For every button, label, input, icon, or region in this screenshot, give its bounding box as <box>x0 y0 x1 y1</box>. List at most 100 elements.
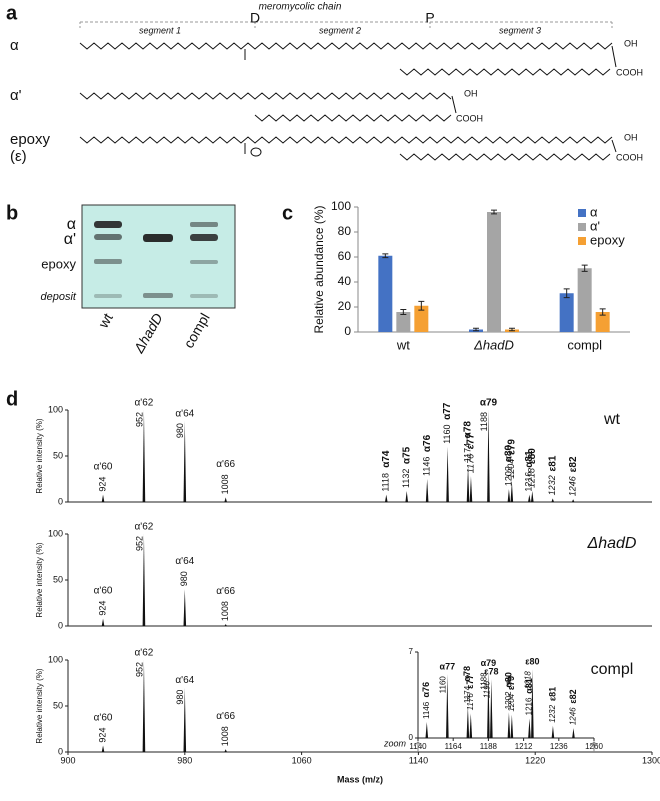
peak <box>531 669 534 738</box>
cooh-label: COOH <box>616 67 643 77</box>
bar <box>378 255 393 332</box>
peak-mass-label: 1232 <box>548 704 557 722</box>
peak <box>572 728 575 738</box>
peak-mass-label: 952 <box>134 412 144 427</box>
peak-species-label: α80 <box>503 672 513 688</box>
epoxide <box>250 147 262 157</box>
peak <box>510 714 514 738</box>
x-tick-label: 1220 <box>525 755 545 765</box>
peak <box>487 670 490 738</box>
cooh-label: COOH <box>456 113 483 123</box>
peak <box>528 494 531 502</box>
chain <box>399 153 611 161</box>
segment-label: segment 3 <box>499 25 541 35</box>
peak <box>487 410 490 502</box>
peak <box>405 490 409 502</box>
zoom-label: zoom <box>383 738 407 748</box>
legend-swatch <box>578 209 586 217</box>
peak-mass-label: 1008 <box>220 601 230 621</box>
y-axis-label: Relative intensity (%) <box>35 418 44 493</box>
position-label: D <box>250 10 260 26</box>
legend-swatch <box>578 237 586 245</box>
peak <box>142 534 146 626</box>
peak <box>551 725 555 738</box>
peak-mass-label: 1202 <box>503 466 513 486</box>
y-tick-label: 0 <box>58 496 63 506</box>
peak-mass-label: 1216 <box>525 697 534 715</box>
peak-species-label: ε82 <box>568 689 578 703</box>
peak-species-label: α78 <box>463 421 474 439</box>
peak-mass-label: 1174 <box>462 443 472 462</box>
x-tick-label: 1188 <box>480 742 498 751</box>
bar <box>559 293 574 332</box>
y-axis-label: Relative intensity (%) <box>35 668 44 743</box>
y-tick-label: 100 <box>331 199 351 213</box>
lane-label: ΔhadD <box>130 310 166 356</box>
peak <box>469 476 473 502</box>
chain <box>254 114 452 122</box>
peak-species-label: ε79 <box>506 676 516 690</box>
peak-mass-label: 1190 <box>482 680 491 698</box>
peak-mass-label: 1146 <box>422 457 432 476</box>
x-tick-label: compl <box>567 337 602 352</box>
y-tick-label: 80 <box>338 224 352 238</box>
chain-title: meromycolic chain <box>259 2 342 13</box>
peak <box>384 494 388 502</box>
bond <box>611 139 617 153</box>
peak <box>446 446 449 502</box>
bar <box>414 305 429 332</box>
x-tick-label: 1164 <box>445 742 463 751</box>
bar <box>396 312 411 332</box>
peak <box>142 410 146 502</box>
peak-species-label: α'64 <box>175 675 194 686</box>
peak-mass-label: 1218 <box>527 468 537 488</box>
peak-mass-label: 980 <box>179 571 189 586</box>
bar <box>487 212 501 332</box>
legend-label: epoxy <box>590 232 625 247</box>
peak-mass-label: 980 <box>175 690 185 705</box>
x-axis-label: Mass (m/z) <box>337 774 383 784</box>
y-tick-label: 0 <box>344 324 351 338</box>
peak-species-label: α'66 <box>216 586 235 597</box>
panel-letter: c <box>282 202 293 224</box>
panel-letter: d <box>6 388 18 410</box>
peak-mass-label: 1218 <box>524 671 533 689</box>
bond <box>451 95 457 114</box>
peak <box>224 497 227 502</box>
peak-mass-label: 1160 <box>442 424 452 443</box>
error-bar <box>491 209 497 215</box>
x-tick-label: ΔhadD <box>473 337 514 352</box>
peak-species-label: ε81 <box>547 687 557 701</box>
peak <box>425 479 429 502</box>
y-tick-label: 100 <box>48 654 63 664</box>
y-tick-label: 0 <box>58 620 63 630</box>
x-tick-label: 1140 <box>409 755 428 765</box>
molecule-label: epoxy <box>10 131 51 148</box>
peak-mass-label: 952 <box>134 536 144 551</box>
panel-letter: a <box>6 2 18 24</box>
position-label: P <box>425 10 434 26</box>
x-tick-label: 1212 <box>515 742 533 751</box>
peak <box>571 499 575 502</box>
peak-mass-label: 1246 <box>569 707 578 725</box>
peak <box>507 712 511 738</box>
peak-species-label: ε80 <box>527 448 538 464</box>
peak-species-label: α80 <box>504 445 515 463</box>
peak-mass-label: 1204 <box>506 459 516 479</box>
peak-mass-label: 1232 <box>547 475 557 495</box>
band-label: deposit <box>41 291 77 303</box>
x-tick-label: 980 <box>177 755 192 765</box>
peak <box>101 745 105 752</box>
peak-species-label: α'64 <box>175 556 194 567</box>
peak <box>528 718 531 738</box>
peak-species-label: α'66 <box>216 711 235 722</box>
error-bar <box>382 253 389 259</box>
error-bar <box>509 327 515 332</box>
segment-label: segment 1 <box>139 25 181 35</box>
peak-species-label: ε82 <box>568 456 579 472</box>
error-bar <box>563 288 570 299</box>
oh-label: OH <box>624 38 638 48</box>
